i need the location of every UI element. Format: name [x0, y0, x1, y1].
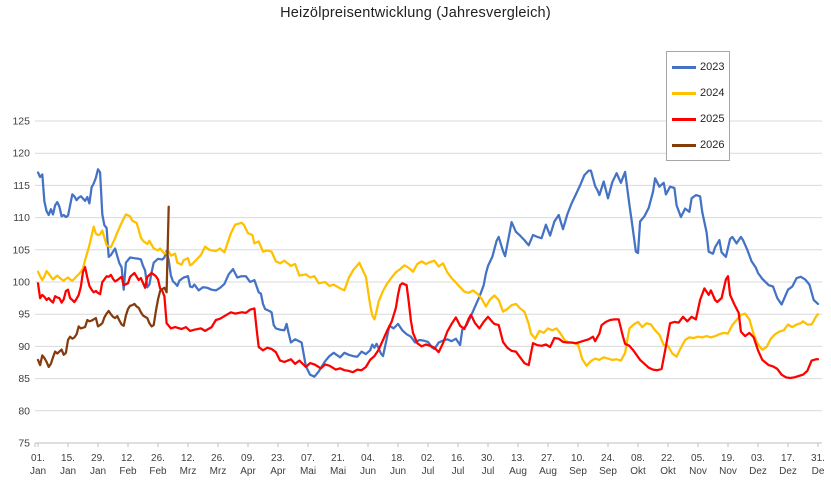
x-axis-label-month: Jun: [360, 466, 376, 477]
x-axis-label-month: Jul: [422, 466, 435, 477]
x-axis-label-month: Aug: [539, 466, 557, 477]
x-axis-label-month: Aug: [509, 466, 527, 477]
x-axis-label-month: Jan: [60, 466, 76, 477]
x-axis-label-day: 26.: [211, 453, 225, 464]
x-axis-label-day: 31.: [811, 453, 825, 464]
y-axis-label-80: 80: [18, 405, 30, 417]
series-line-2023[interactable]: [36, 168, 820, 378]
x-axis-label-month: Feb: [149, 466, 167, 477]
y-axis-label-100: 100: [12, 277, 30, 289]
legend-label-2024: 2024: [700, 87, 725, 99]
legend-line-sample-2025: [672, 117, 696, 121]
x-axis-label-month: Mai: [330, 466, 346, 477]
legend-line-sample-2024: [672, 91, 696, 95]
x-axis-label-month: Jan: [30, 466, 46, 477]
x-axis-label-month: Sep: [569, 466, 587, 477]
x-axis-label-day: 23.: [271, 453, 285, 464]
series-line-2026[interactable]: [36, 205, 170, 369]
x-axis-label-day: 09.: [241, 453, 255, 464]
x-axis-label-day: 21.: [331, 453, 345, 464]
legend-label-2025: 2025: [700, 113, 725, 125]
x-axis-label-month: Dez: [779, 466, 797, 477]
x-axis-label-day: 24.: [601, 453, 615, 464]
legend-line-sample-2023: [672, 65, 696, 69]
y-axis-label-90: 90: [18, 341, 30, 353]
x-axis-label-month: Mrz: [210, 466, 227, 477]
x-axis-label-day: 12.: [181, 453, 195, 464]
x-axis-label-month: Okt: [660, 466, 676, 477]
x-axis-label-day: 16.: [451, 453, 465, 464]
y-axis-label-110: 110: [13, 212, 30, 224]
legend-label-2023: 2023: [700, 61, 725, 73]
x-axis-label-day: 04.: [361, 453, 375, 464]
x-axis-label-month: Jun: [390, 466, 406, 477]
x-axis-label-month: Nov: [719, 466, 737, 477]
y-axis-label-125: 125: [12, 116, 30, 128]
x-axis-label-month: Apr: [240, 466, 256, 477]
x-axis-label-day: 13.: [511, 453, 525, 464]
x-axis-label-day: 29.: [91, 453, 105, 464]
x-axis-label-month: Mai: [300, 466, 316, 477]
legend-item-2023[interactable]: 2023: [672, 61, 729, 73]
x-axis-label-month: Jan: [90, 466, 106, 477]
x-axis-label-day: 10.: [571, 453, 585, 464]
chart-title: Heizölpreisentwicklung (Jahresvergleich): [280, 5, 551, 21]
legend-item-2024[interactable]: 2024: [672, 87, 729, 99]
x-axis-label-day: 27.: [541, 453, 555, 464]
x-axis-label-month: Feb: [119, 466, 137, 477]
x-axis-label-month: Jul: [452, 466, 465, 477]
x-axis-label-day: 07.: [301, 453, 315, 464]
y-axis-label-85: 85: [18, 373, 30, 385]
x-axis-label-month: Mrz: [180, 466, 197, 477]
y-axis-label-95: 95: [18, 309, 30, 321]
series-line-2025[interactable]: [36, 266, 820, 380]
x-axis-label-month: Okt: [630, 466, 646, 477]
legend-label-2026: 2026: [700, 139, 725, 151]
legend[interactable]: 2023 2024 2025 2026: [666, 51, 730, 161]
x-axis-label-day: 17.: [781, 453, 795, 464]
x-axis-label-day: 03.: [751, 453, 765, 464]
x-axis-label-month: Dez: [749, 466, 767, 477]
x-axis-label-day: 08.: [631, 453, 645, 464]
y-axis-label-75: 75: [18, 438, 30, 450]
x-axis-label-day: 30.: [481, 453, 495, 464]
x-axis-label-month: De: [812, 466, 825, 477]
legend-line-sample-2026: [672, 143, 696, 147]
x-axis-label-day: 12.: [121, 453, 135, 464]
x-axis-label-day: 01.: [31, 453, 45, 464]
y-axis-label-120: 120: [12, 148, 30, 160]
x-axis-label-day: 26.: [151, 453, 165, 464]
legend-item-2025[interactable]: 2025: [672, 113, 729, 125]
legend-item-2026[interactable]: 2026: [672, 139, 729, 151]
series-line-2024[interactable]: [36, 213, 820, 367]
x-axis-label-month: Apr: [270, 466, 286, 477]
y-axis-label-115: 115: [13, 180, 30, 192]
x-axis-label-day: 18.: [391, 453, 405, 464]
y-axis-label-105: 105: [12, 244, 30, 256]
x-axis-label-day: 22.: [661, 453, 675, 464]
x-axis-label-day: 02.: [421, 453, 435, 464]
x-axis-label-month: Sep: [599, 466, 617, 477]
x-axis-label-day: 05.: [691, 453, 705, 464]
x-axis-label-month: Nov: [689, 466, 707, 477]
x-axis-label-day: 19.: [721, 453, 735, 464]
x-axis-label-day: 15.: [61, 453, 75, 464]
x-axis-label-month: Jul: [482, 466, 495, 477]
